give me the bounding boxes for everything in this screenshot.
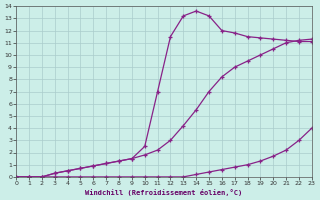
X-axis label: Windchill (Refroidissement éolien,°C): Windchill (Refroidissement éolien,°C) (85, 189, 243, 196)
